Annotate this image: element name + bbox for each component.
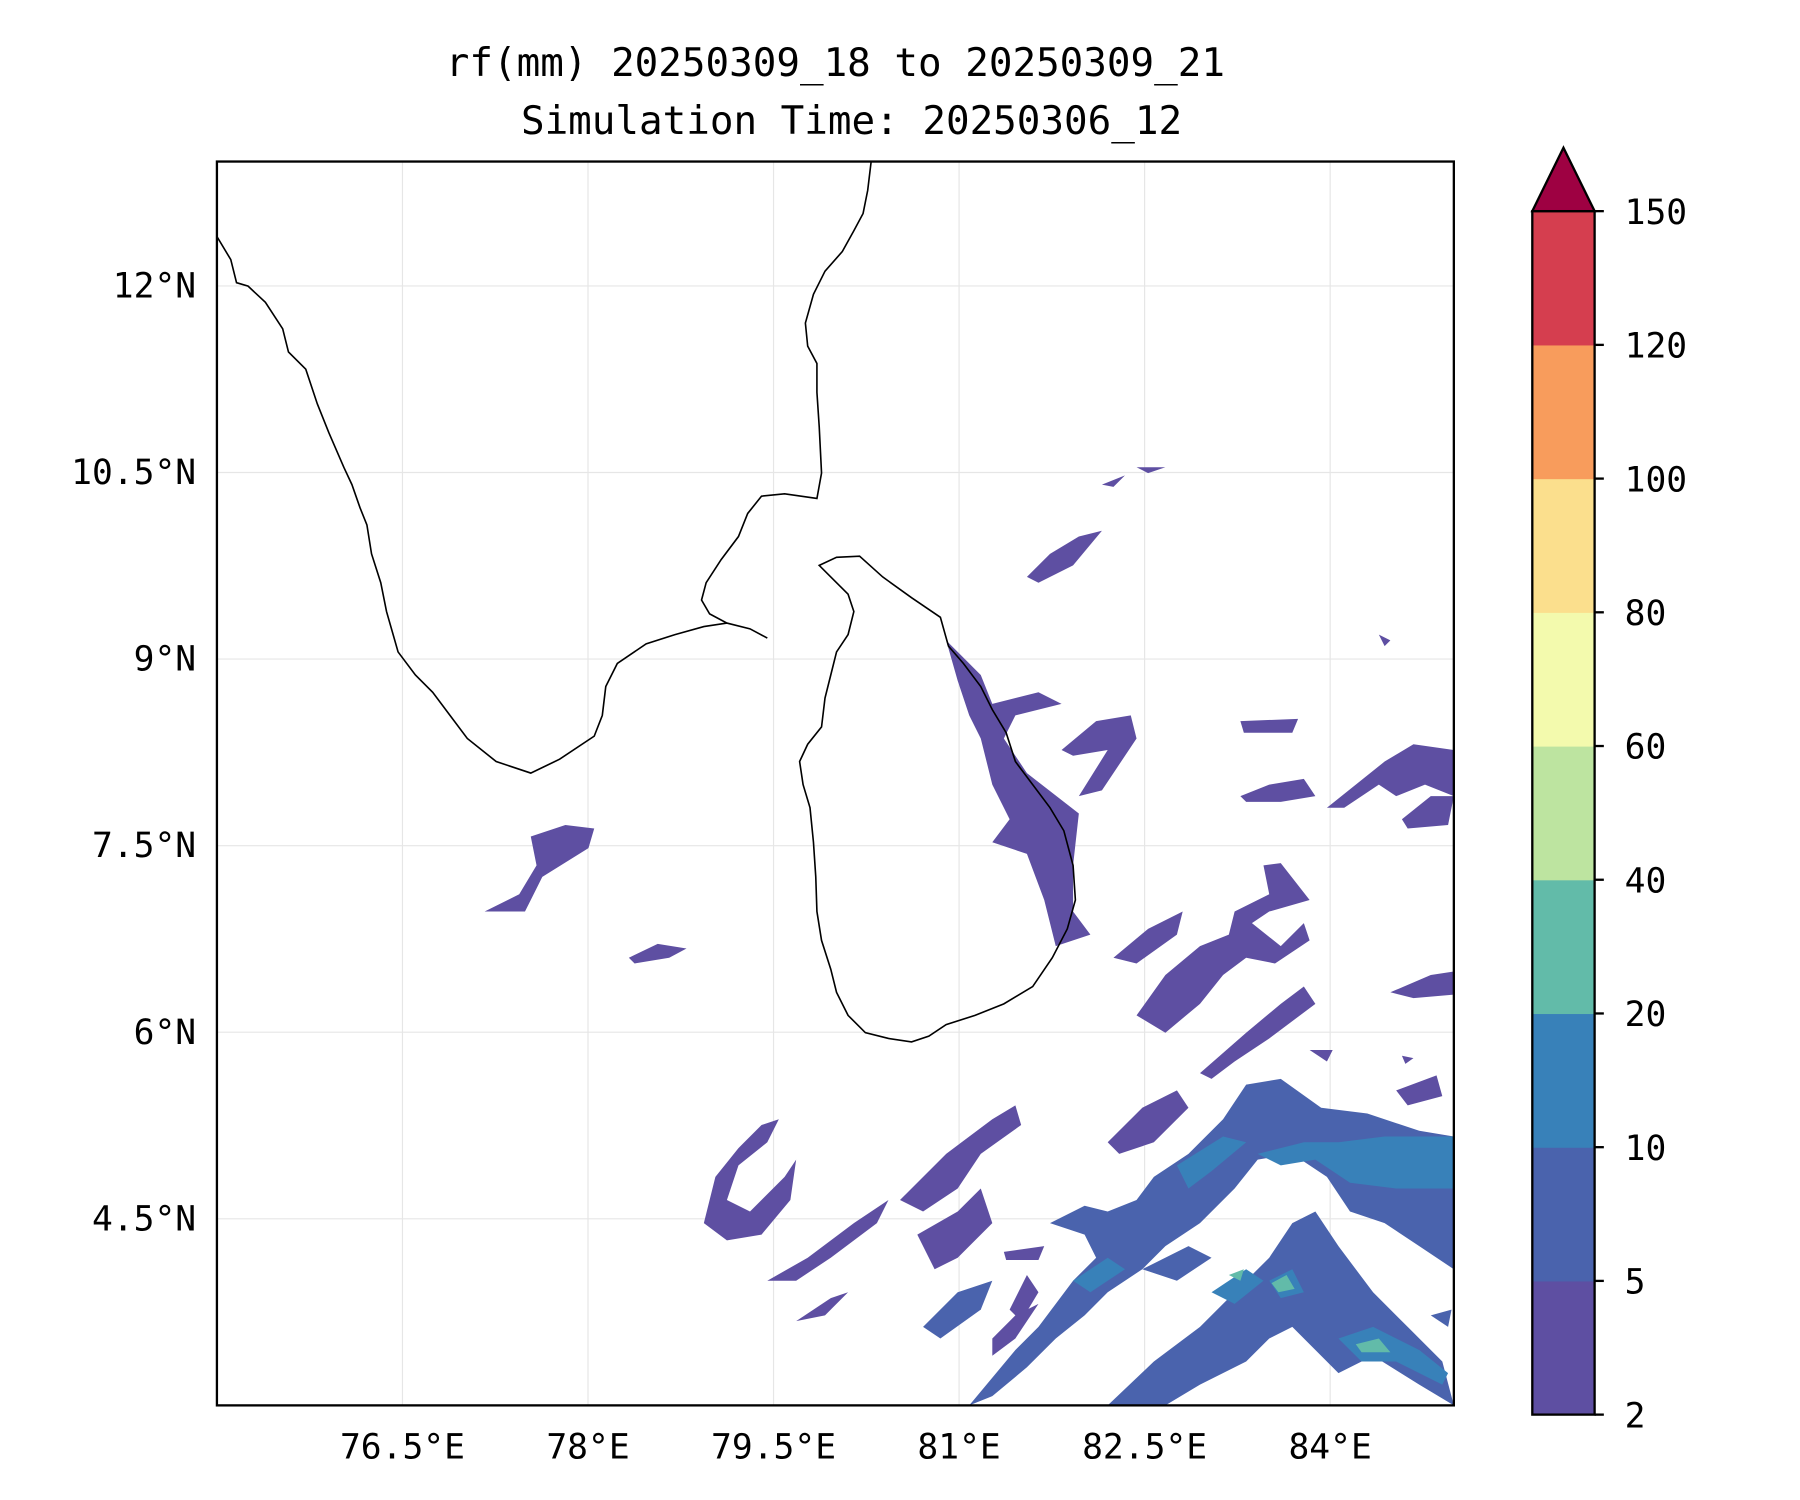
title-line-1: rf(mm) 20250309_18 to 20250309_21 [446, 41, 1225, 86]
colorbar-segment [1532, 746, 1595, 881]
lat-tick-label: 12°N [113, 266, 196, 306]
colorbar-tick-label: 60 [1625, 728, 1667, 768]
colorbar-segment [1532, 879, 1595, 1015]
colorbar-tick-label: 10 [1625, 1129, 1667, 1169]
lon-axis: 76.5°E 78°E 79.5°E 81°E 82.5°E 84°E [340, 1427, 1372, 1467]
lat-axis: 12°N 10.5°N 9°N 7.5°N 6°N 4.5°N [71, 266, 196, 1239]
gridlines [216, 161, 1454, 1406]
rain-2-5mm [484, 467, 1454, 1356]
colorbar-segment [1532, 1280, 1595, 1416]
coastline [216, 161, 1077, 1043]
rainfall-contours [484, 467, 1454, 1406]
colorbar: 2 5 10 20 40 60 80 100 120 150 [1530, 145, 1688, 1436]
colorbar-tick-label: 2 [1625, 1396, 1646, 1436]
colorbar-segment [1532, 211, 1595, 346]
lat-tick-label: 7.5°N [92, 826, 196, 866]
lon-tick-label: 81°E [917, 1427, 1000, 1467]
lat-tick-label: 9°N [134, 640, 197, 680]
rain-20-40mm [1228, 1269, 1391, 1353]
colorbar-frame [1531, 210, 1596, 1416]
lat-tick-label: 6°N [134, 1013, 197, 1053]
colorbar-segment [1532, 344, 1595, 480]
lon-tick-label: 78°E [546, 1427, 629, 1467]
lat-tick-label: 4.5°N [92, 1199, 196, 1239]
colorbar-segment [1532, 612, 1595, 747]
lon-tick-label: 76.5°E [340, 1427, 465, 1467]
colorbar-tick-label: 120 [1625, 327, 1688, 367]
map-frame [215, 160, 1455, 1407]
colorbar-tick-label: 40 [1625, 861, 1667, 901]
colorbar-segment [1532, 1147, 1595, 1282]
colorbar-segment [1532, 1013, 1595, 1148]
lon-tick-label: 84°E [1288, 1427, 1371, 1467]
lon-tick-label: 79.5°E [711, 1427, 836, 1467]
lon-tick-label: 82.5°E [1082, 1427, 1207, 1467]
colorbar-tick-label: 20 [1625, 995, 1667, 1035]
colorbar-tick-label: 5 [1625, 1263, 1646, 1303]
lat-tick-label: 10.5°N [71, 453, 196, 493]
colorbar-tick-label: 100 [1625, 460, 1688, 500]
colorbar-tick-label: 150 [1625, 193, 1688, 233]
title-line-2: Simulation Time: 20250306_12 [521, 99, 1182, 144]
rain-10-20mm [1073, 1136, 1454, 1385]
colorbar-segment [1532, 478, 1595, 613]
colorbar-extend-triangle [1530, 145, 1597, 213]
colorbar-tick-label: 80 [1625, 594, 1667, 634]
